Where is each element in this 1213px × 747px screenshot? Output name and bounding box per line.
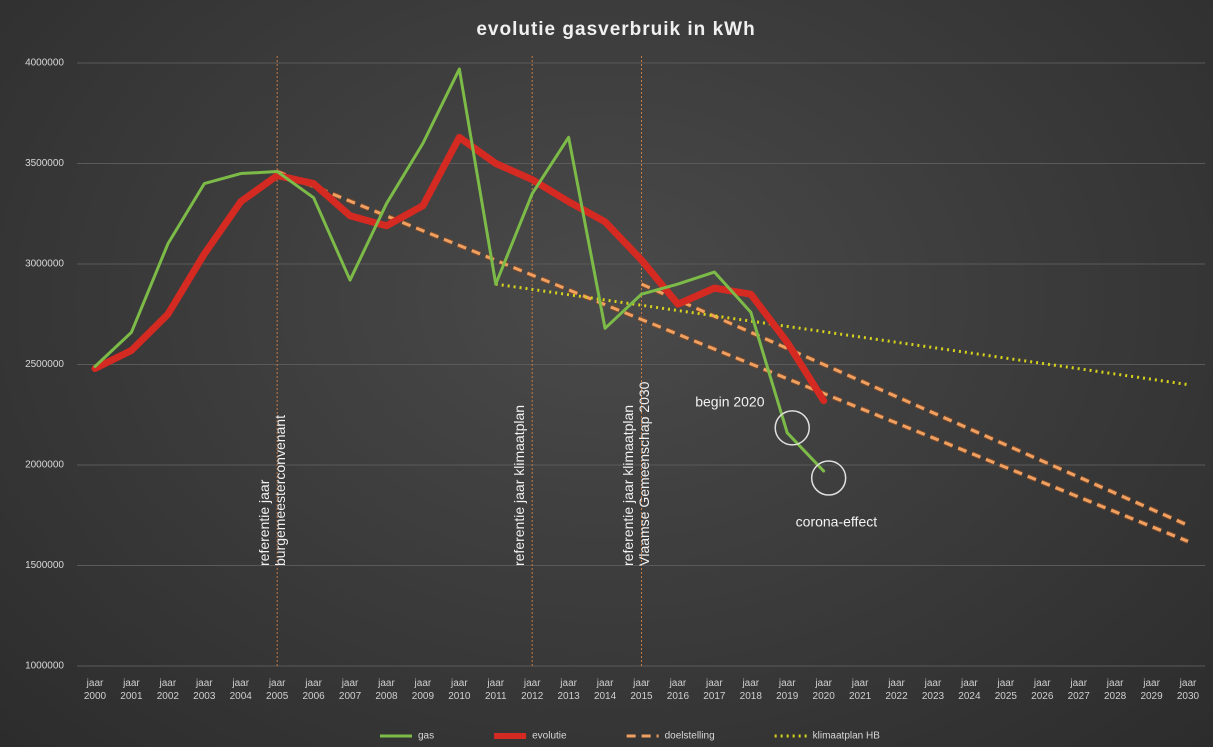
x-tick-label: jaar 2024 [958,678,981,702]
y-tick-label: 3500000 [25,158,64,169]
x-tick-label: jaar 2008 [375,678,398,702]
reference-label: burgemeesterconvenant [272,415,288,566]
x-tick-label: jaar 2030 [1176,678,1200,702]
x-tick-label: jaar 2018 [739,678,762,702]
x-tick-label: jaar 2017 [703,678,726,702]
x-tick-label: jaar 2015 [630,678,653,702]
x-tick-label: jaar 2026 [1031,678,1054,702]
legend-label: klimaatplan HB [813,731,881,742]
x-tick-label: jaar 2013 [557,678,580,702]
series-line [495,282,1189,387]
x-tick-label: jaar 2019 [776,678,799,702]
x-tick-label: jaar 2023 [921,678,945,702]
x-tick-label: jaar 2006 [302,678,325,702]
y-tick-label: 2000000 [25,460,64,471]
y-tick-label: 3000000 [25,259,64,270]
reference-label: referentie jaar klimaatplan [511,405,527,566]
x-tick-label: jaar 2012 [521,678,544,702]
x-tick-label: jaar 2003 [193,678,216,702]
reference-label: referentie jaar [256,479,272,566]
series-line [91,133,828,405]
annotation-circle [810,460,847,496]
x-tick-label: jaar 2004 [229,678,252,702]
x-tick-label: jaar 2022 [885,678,908,702]
x-tick-label: jaar 2005 [266,678,289,702]
series-line [93,67,826,473]
x-tick-label: jaar 2014 [593,678,617,702]
x-tick-label: jaar 2020 [812,678,835,702]
series-line [276,170,1189,543]
x-tick-label: jaar 2025 [994,678,1017,702]
chart-title: evolutie gasverbruik in kWh [476,19,755,40]
y-tick-label: 1000000 [25,661,64,672]
annotation-circle [774,410,810,446]
annotation-text: corona-effect [796,514,878,530]
x-tick-label: jaar 2021 [848,678,872,702]
legend-label: doelstelling [665,731,715,742]
reference-label: Vlaamse Gemeenschap 2030 [636,381,652,566]
reference-label: referentie jaar klimaatplan [620,405,636,566]
legend-label: gas [418,731,434,742]
x-tick-label: jaar 2028 [1104,678,1127,702]
series-line-outline [276,169,1189,544]
x-tick-label: jaar 2027 [1067,678,1090,702]
x-tick-label: jaar 2010 [448,678,471,702]
y-tick-label: 4000000 [25,58,64,69]
x-tick-label: jaar 2000 [83,678,107,702]
x-tick-label: jaar 2002 [156,678,179,702]
y-tick-label: 2500000 [25,359,64,370]
x-tick-label: jaar 2007 [338,678,362,702]
series-line [640,282,1189,527]
x-tick-label: jaar 2009 [411,678,435,702]
annotation-text: begin 2020 [695,394,765,410]
x-tick-label: jaar 2016 [666,678,690,702]
y-tick-label: 1500000 [25,560,64,571]
x-tick-label: jaar 2001 [120,678,143,702]
legend-label: evolutie [532,731,567,742]
x-tick-label: jaar 2011 [485,678,507,702]
x-tick-label: jaar 2029 [1140,678,1163,702]
